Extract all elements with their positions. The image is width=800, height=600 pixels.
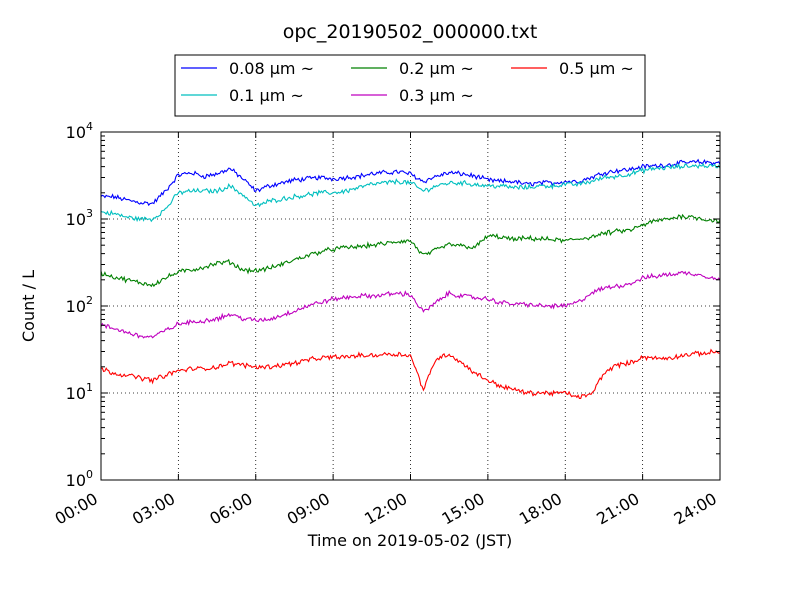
legend-items: 0.08 μm ~ 0.1 μm ~ 0.2 μm ~ 0.3 μm ~ 0.5 μm …	[181, 59, 634, 105]
series-line-2	[100, 213, 721, 288]
x-tick-label: 09:00	[284, 489, 333, 529]
chart-title: opc_20190502_000000.txt	[283, 21, 538, 43]
y-tick-label: 104	[66, 120, 93, 142]
x-tick-label: 18:00	[516, 489, 565, 529]
y-tick-label: 101	[66, 381, 93, 403]
legend-label-1: 0.1 μm ~	[229, 86, 304, 105]
x-tick-label: 06:00	[206, 489, 255, 529]
series-line-0	[100, 158, 721, 207]
series-line-3	[100, 270, 721, 339]
x-axis-label: Time on 2019-05-02 (JST)	[307, 531, 512, 550]
grid-layer	[101, 132, 720, 480]
x-tick-label: 21:00	[593, 489, 642, 529]
y-tick-label: 102	[66, 294, 93, 316]
series-layer	[100, 158, 721, 399]
legend-label-2: 0.2 μm ~	[399, 59, 474, 78]
legend-box	[174, 54, 646, 117]
y-axis-label: Count / L	[19, 270, 38, 342]
legend-label-3: 0.3 μm ~	[399, 86, 474, 105]
series-line-1	[100, 162, 721, 223]
y-tick-label: 100	[66, 468, 93, 490]
legend-label-0: 0.08 μm ~	[229, 59, 314, 78]
x-tick-label: 00:00	[52, 489, 101, 529]
y-tick-label: 103	[66, 207, 93, 229]
legend-label-4: 0.5 μm ~	[559, 59, 634, 78]
x-tick-label: 24:00	[671, 489, 720, 529]
series-line-4	[100, 348, 721, 399]
x-tick-label: 15:00	[438, 489, 487, 529]
legend: 0.08 μm ~ 0.1 μm ~ 0.2 μm ~ 0.3 μm ~ 0.5 μm …	[174, 54, 646, 117]
x-tick-label: 12:00	[361, 489, 410, 529]
x-tick-label: 03:00	[129, 489, 178, 529]
